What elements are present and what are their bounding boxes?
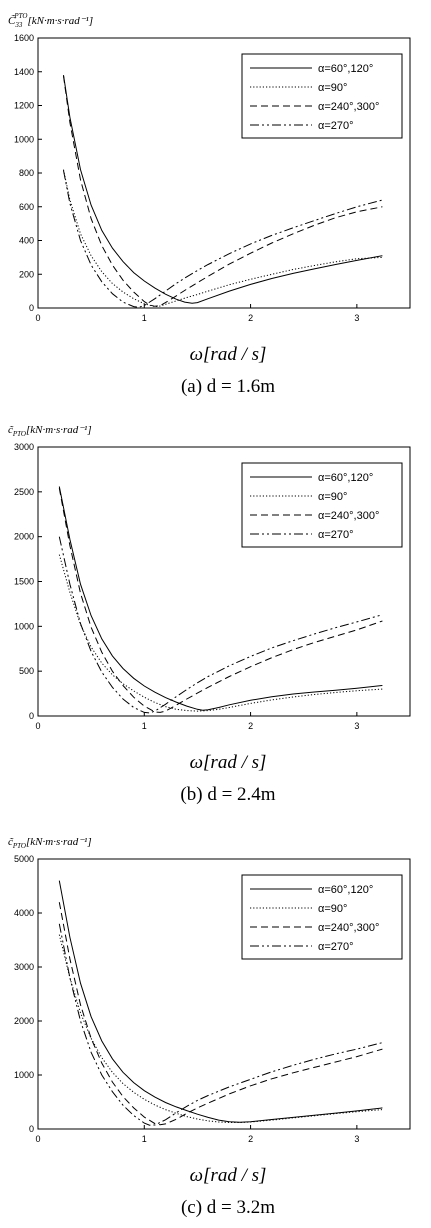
legend-label-1: α=90° (318, 82, 347, 94)
x-tick-label: 1 (142, 1134, 147, 1144)
x-axis-label: ω[rad / s] (190, 752, 267, 773)
x-tick-label: 1 (142, 721, 147, 731)
legend-label-0: α=60°,120° (318, 884, 373, 896)
y-tick-label: 0 (29, 711, 34, 721)
series-line-0 (58, 486, 383, 711)
y-tick-label: 2500 (14, 487, 34, 497)
legend-label-1: α=90° (318, 491, 347, 503)
legend-label-2: α=240°,300° (318, 101, 379, 113)
y-tick-label: 600 (19, 202, 34, 212)
legend-label-0: α=60°,120° (318, 472, 373, 484)
series-line-3 (58, 536, 383, 714)
y-axis-label: C̃33PTO[kN·m·s·rad⁻¹] (8, 12, 93, 29)
y-tick-label: 0 (29, 1124, 34, 1134)
x-tick-label: 0 (35, 721, 40, 731)
series-line-1 (58, 554, 383, 712)
y-tick-label: 200 (19, 269, 34, 279)
y-tick-label: 1500 (14, 577, 34, 587)
series-line-2 (58, 488, 383, 713)
x-tick-label: 0 (35, 1134, 40, 1144)
legend-label-3: α=270° (318, 529, 354, 541)
y-tick-label: 4000 (14, 908, 34, 918)
x-tick-label: 2 (248, 721, 253, 731)
chart-panel-2: c̃PTO[kN·m·s·rad⁻¹] 0 1000 2000 3000 4000 5000… (8, 836, 411, 1218)
legend: α=60°,120° α=90° α=240°,300° α=270° (241, 462, 403, 548)
series-line-3 (63, 170, 383, 308)
x-axis-label: ω[rad / s] (190, 344, 267, 365)
x-tick-label: 3 (354, 313, 359, 323)
panel-caption: (b) d = 2.4m (180, 784, 275, 805)
series-line-0 (63, 75, 383, 304)
y-tick-label: 2000 (14, 532, 34, 542)
y-tick-label: 2000 (14, 1016, 34, 1026)
legend-label-1: α=90° (318, 903, 347, 915)
y-tick-label: 1000 (14, 621, 34, 631)
series-line-2 (58, 902, 383, 1126)
x-tick-label: 0 (35, 313, 40, 323)
series-line-1 (58, 934, 383, 1123)
y-tick-label: 3000 (14, 442, 34, 452)
series-line-2 (63, 75, 383, 307)
y-tick-label: 1200 (14, 101, 34, 111)
panel-caption: (a) d = 1.6m (181, 376, 275, 397)
y-tick-label: 800 (19, 168, 34, 178)
y-tick-label: 1000 (14, 134, 34, 144)
y-tick-label: 1000 (14, 1070, 34, 1080)
y-tick-label: 5000 (14, 854, 34, 864)
x-tick-label: 2 (248, 313, 253, 323)
chart-panel-1: c̃PTO[kN·m·s·rad⁻¹] 0 500 1000 1500 2000 2500 3… (8, 424, 411, 805)
y-tick-label: 500 (19, 666, 34, 676)
y-tick-label: 400 (19, 236, 34, 246)
y-axis-label: c̃PTO[kN·m·s·rad⁻¹] (8, 836, 92, 850)
series-line-0 (58, 880, 383, 1123)
panel-caption: (c) d = 3.2m (181, 1197, 275, 1218)
legend: α=60°,120° α=90° α=240°,300° α=270° (241, 874, 403, 960)
y-axis-label: c̃PTO[kN·m·s·rad⁻¹] (8, 424, 92, 438)
y-tick-label: 1600 (14, 33, 34, 43)
chart-panel-0: C̃33PTO[kN·m·s·rad⁻¹]0200400600800100012… (8, 12, 411, 397)
legend-label-3: α=270° (318, 941, 354, 953)
legend-label-2: α=240°,300° (318, 922, 379, 934)
legend-label-2: α=240°,300° (318, 510, 379, 522)
x-tick-label: 2 (248, 1134, 253, 1144)
x-tick-label: 3 (354, 721, 359, 731)
legend: α=60°,120° α=90° α=240°,300° α=270° (241, 53, 403, 139)
legend-label-0: α=60°,120° (318, 63, 373, 75)
x-axis-label: ω[rad / s] (190, 1165, 267, 1186)
series-line-1 (63, 169, 383, 308)
y-tick-label: 1400 (14, 67, 34, 77)
x-tick-label: 3 (354, 1134, 359, 1144)
y-tick-label: 0 (29, 303, 34, 313)
x-tick-label: 1 (142, 313, 147, 323)
y-tick-label: 3000 (14, 962, 34, 972)
legend-label-3: α=270° (318, 120, 354, 132)
plot-frame (37, 858, 411, 1130)
